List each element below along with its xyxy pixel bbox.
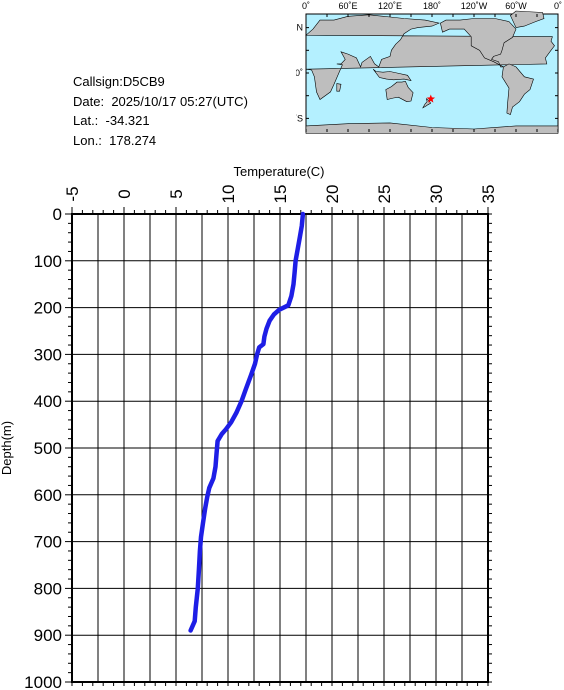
lat-label: Lat.: (73, 113, 99, 128)
chart-minor-ticks (65, 207, 492, 686)
x-tick-label: 25 (375, 185, 394, 204)
y-tick-label: 400 (34, 392, 62, 411)
map-lon-label: 60˚W (505, 1, 527, 11)
lat-row: Lat.: -34.321 (73, 111, 248, 131)
map-land-north-america (440, 18, 517, 68)
y-tick-labels: 0 100 200 300 400 500 600 700 800 900 1000 (24, 205, 62, 690)
x-tick-labels: -5 0 5 10 15 20 25 30 35 (63, 185, 498, 204)
date-label: Date: (73, 93, 105, 109)
map-lon-label: 0˚ (302, 1, 310, 11)
y-tick-label: 500 (34, 439, 62, 458)
y-tick-label: 300 (34, 345, 62, 364)
lon-row: Lon.: 178.274 (73, 131, 248, 151)
map-lat-label: 0˚ (296, 68, 303, 78)
map-land-indonesia (372, 68, 412, 82)
location-marker-star (426, 94, 436, 103)
plot-frame (71, 213, 489, 683)
x-tick-label: 15 (271, 185, 290, 204)
y-tick-label: 0 (53, 205, 62, 224)
map-lon-label: 120˚W (461, 1, 488, 11)
callsign-label: Callsign: (73, 74, 123, 89)
map-land-south-america (501, 63, 534, 116)
lat-value: -34.321 (105, 113, 150, 128)
map-land-australia (385, 80, 414, 103)
y-tick-label: 1000 (24, 673, 62, 690)
y-tick-label: 600 (34, 486, 62, 505)
y-tick-label: 200 (34, 299, 62, 318)
temperature-profile-line (188, 211, 306, 633)
map-lon-label: 60˚E (338, 1, 357, 11)
map-lon-labels: 0˚ 60˚E 120˚E 180˚ 120˚W 60˚W 0˚ (302, 1, 562, 11)
map-frame-ticks (305, 14, 559, 132)
x-axis-title: Temperature(C) (233, 164, 324, 179)
chart-grid (72, 214, 488, 682)
x-tick-label: 5 (167, 189, 186, 198)
lon-label: Lon.: (73, 132, 102, 148)
map-land-greenland (510, 10, 545, 28)
x-tick-label: 30 (427, 185, 446, 204)
map-land-madagascar (336, 83, 342, 92)
map-lon-label: 120˚E (378, 1, 402, 11)
y-tick-label: 700 (34, 533, 62, 552)
x-tick-label: -5 (63, 186, 82, 201)
lon-value: 178.274 (109, 132, 157, 148)
cast-info: Callsign:D5CB9 Date: 2025/10/17 05:27(UT… (73, 72, 248, 150)
y-axis-title: Depth(m) (0, 421, 14, 475)
date-row: Date: 2025/10/17 05:27(UTC) (73, 92, 248, 112)
x-tick-label: 0 (115, 189, 134, 198)
x-tick-label: 35 (479, 185, 498, 204)
x-tick-label: 10 (219, 185, 238, 204)
y-tick-label: 100 (34, 252, 62, 271)
map-lon-label: 0˚ (554, 1, 562, 11)
callsign-row: Callsign:D5CB9 (73, 72, 248, 92)
y-tick-label: 800 (34, 579, 62, 598)
x-tick-label: 20 (323, 185, 342, 204)
date-value: 2025/10/17 05:27(UTC) (111, 93, 248, 109)
callsign-value: D5CB9 (122, 74, 165, 89)
map-lon-label: 180˚ (423, 1, 441, 11)
y-tick-label: 900 (34, 626, 62, 645)
map-land-eurasia-africa (305, 14, 555, 100)
